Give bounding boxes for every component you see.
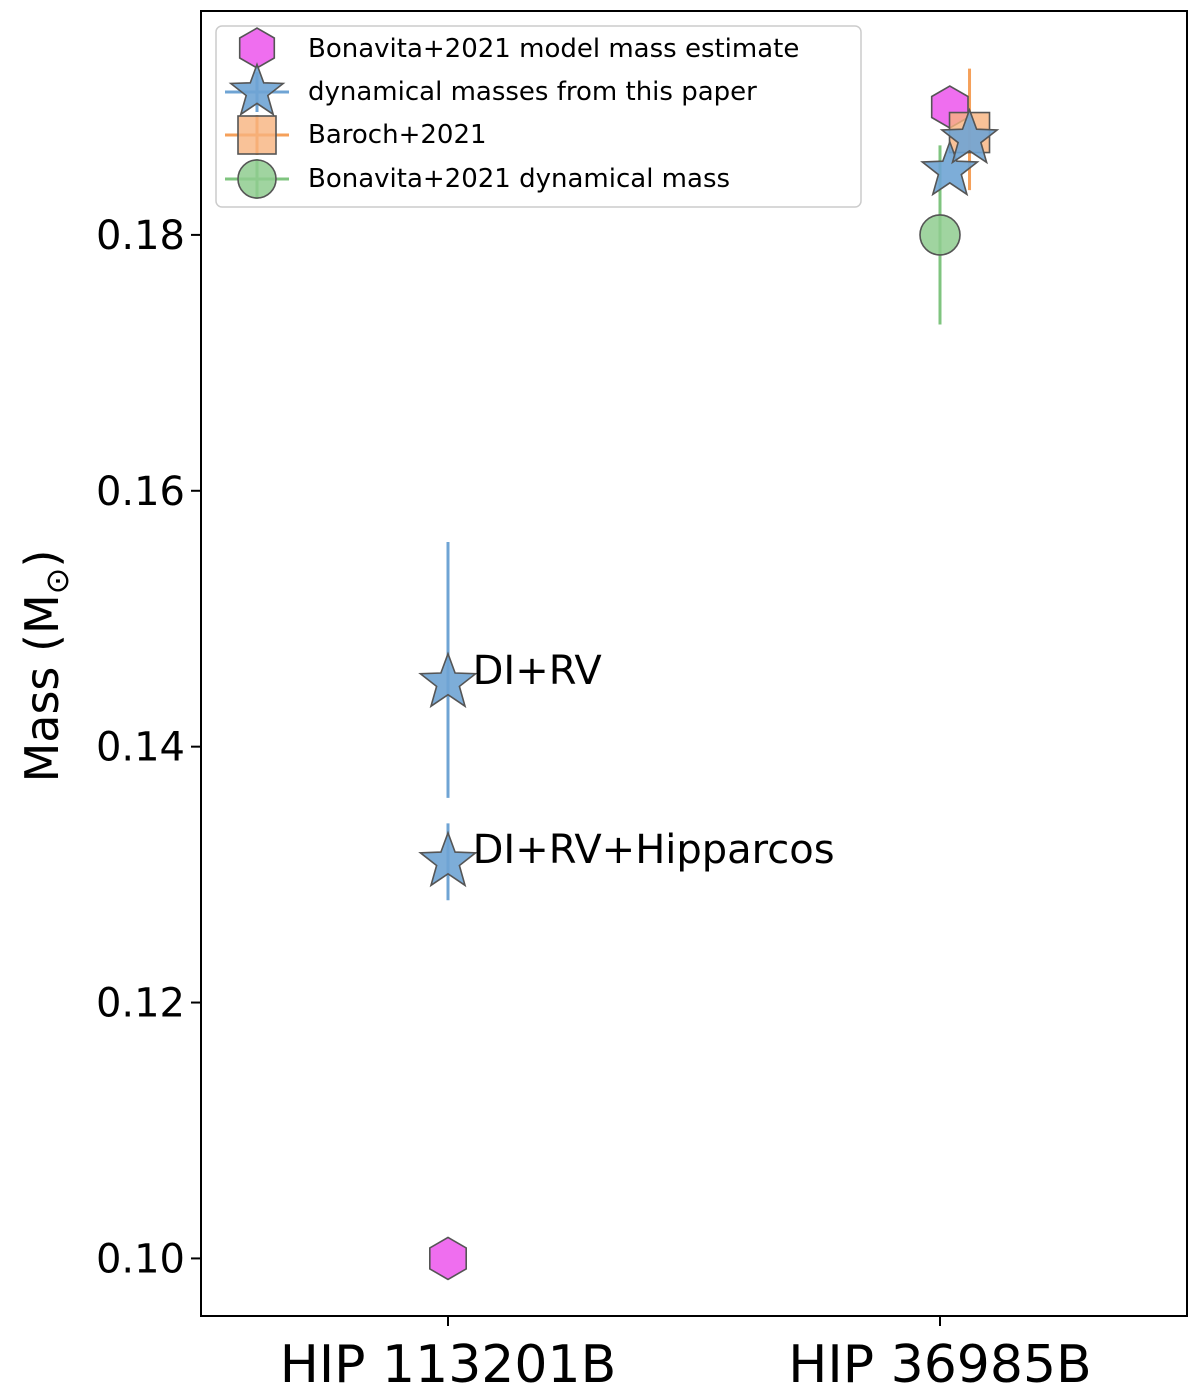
legend-marker-dynamical <box>228 62 286 117</box>
y-tick-label: 0.16 <box>96 469 185 515</box>
y-axis-ticks: 0.10 0.12 0.14 0.16 0.18 <box>96 213 201 1282</box>
y-axis-label: Mass (M⊙) <box>15 550 76 783</box>
annotation-label: DI+RV+Hipparcos <box>473 827 835 873</box>
data-markers <box>418 85 1000 1281</box>
y-tick-label: 0.14 <box>96 725 185 771</box>
legend-label-baroch: Baroch+2021 <box>308 120 487 150</box>
data-point-dynamical <box>920 139 980 197</box>
y-axis-label-sun-symbol: ⊙ <box>38 568 76 595</box>
y-tick-label: 0.12 <box>96 981 185 1027</box>
legend-label-dynamical: dynamical masses from this paper <box>308 77 757 107</box>
y-tick-label: 0.18 <box>96 213 185 259</box>
legend-marker-bonavita_dyn <box>237 159 277 199</box>
data-point-dynamical <box>939 107 1000 165</box>
x-tick-label: HIP 36985B <box>788 1335 1091 1395</box>
data-point-dynamical <box>418 651 478 709</box>
plot-area-frame <box>200 10 1188 1317</box>
legend-label-model: Bonavita+2021 model mass estimate <box>308 34 799 64</box>
legend-frame <box>215 25 862 208</box>
legend-symbols <box>225 27 289 199</box>
data-point-model <box>428 1236 468 1281</box>
legend-label-bonavita-dynamical: Bonavita+2021 dynamical mass <box>308 164 730 194</box>
annotations: DI+RV DI+RV+Hipparcos <box>473 648 835 873</box>
data-point-bonavita_dyn <box>919 214 961 256</box>
data-point-dynamical <box>418 830 478 888</box>
x-tick-label: HIP 113201B <box>280 1335 617 1395</box>
x-axis-ticks: HIP 113201B HIP 36985B <box>280 1316 1092 1395</box>
legend-marker-baroch <box>237 115 277 155</box>
legend: Bonavita+2021 model mass estimate dynami… <box>215 25 862 208</box>
y-tick-label: 0.10 <box>96 1236 185 1282</box>
annotation-label: DI+RV <box>473 648 603 694</box>
